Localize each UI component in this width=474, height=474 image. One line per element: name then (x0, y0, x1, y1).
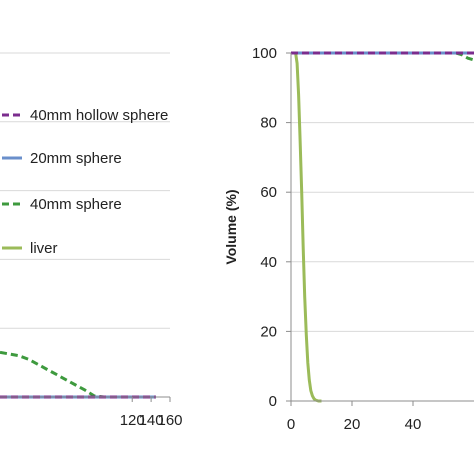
legend-label-20mm-sphere: 20mm sphere (30, 150, 122, 167)
right-tick-labels: 0 20 40 0 20 40 60 80 100 (252, 45, 421, 433)
left-x-tick-label: 120 (120, 412, 145, 429)
right-y-tick-label: 60 (260, 184, 277, 201)
left-x-tick-label: 140 (139, 412, 164, 429)
right-series-group (291, 51, 474, 403)
legend-label-liver: liver (30, 240, 58, 257)
left-x-tick-label: 160 (157, 412, 182, 429)
right-axes (286, 52, 474, 406)
legend: 40mm hollow sphere 20mm sphere 40mm sphere… (2, 107, 168, 257)
left-gridlines (0, 52, 170, 329)
left-series-group (0, 350, 156, 399)
legend-label-40mm-hollow-sphere: 40mm hollow sphere (30, 107, 168, 124)
left-series-40mm-sphere (0, 350, 156, 399)
right-y-tick-label: 40 (260, 254, 277, 271)
right-y-tick-label: 100 (252, 45, 277, 62)
right-y-tick-label: 20 (260, 323, 277, 340)
legend-label-40mm-sphere: 40mm sphere (30, 196, 122, 213)
right-x-tick-label: 20 (344, 416, 361, 433)
right-y-tick-label: 0 (269, 393, 277, 410)
right-x-tick-label: 0 (287, 416, 295, 433)
right-y-tick-label: 80 (260, 115, 277, 132)
right-chart: 0 20 40 0 20 40 60 80 100 Volume (%) (223, 45, 474, 433)
right-y-axis-title: Volume (%) (223, 189, 239, 264)
right-series-40mm-sphere (291, 51, 474, 62)
right-x-tick-label: 40 (405, 416, 422, 433)
right-gridlines (291, 52, 474, 332)
left-axes (0, 396, 171, 402)
right-series-liver (294, 52, 322, 403)
